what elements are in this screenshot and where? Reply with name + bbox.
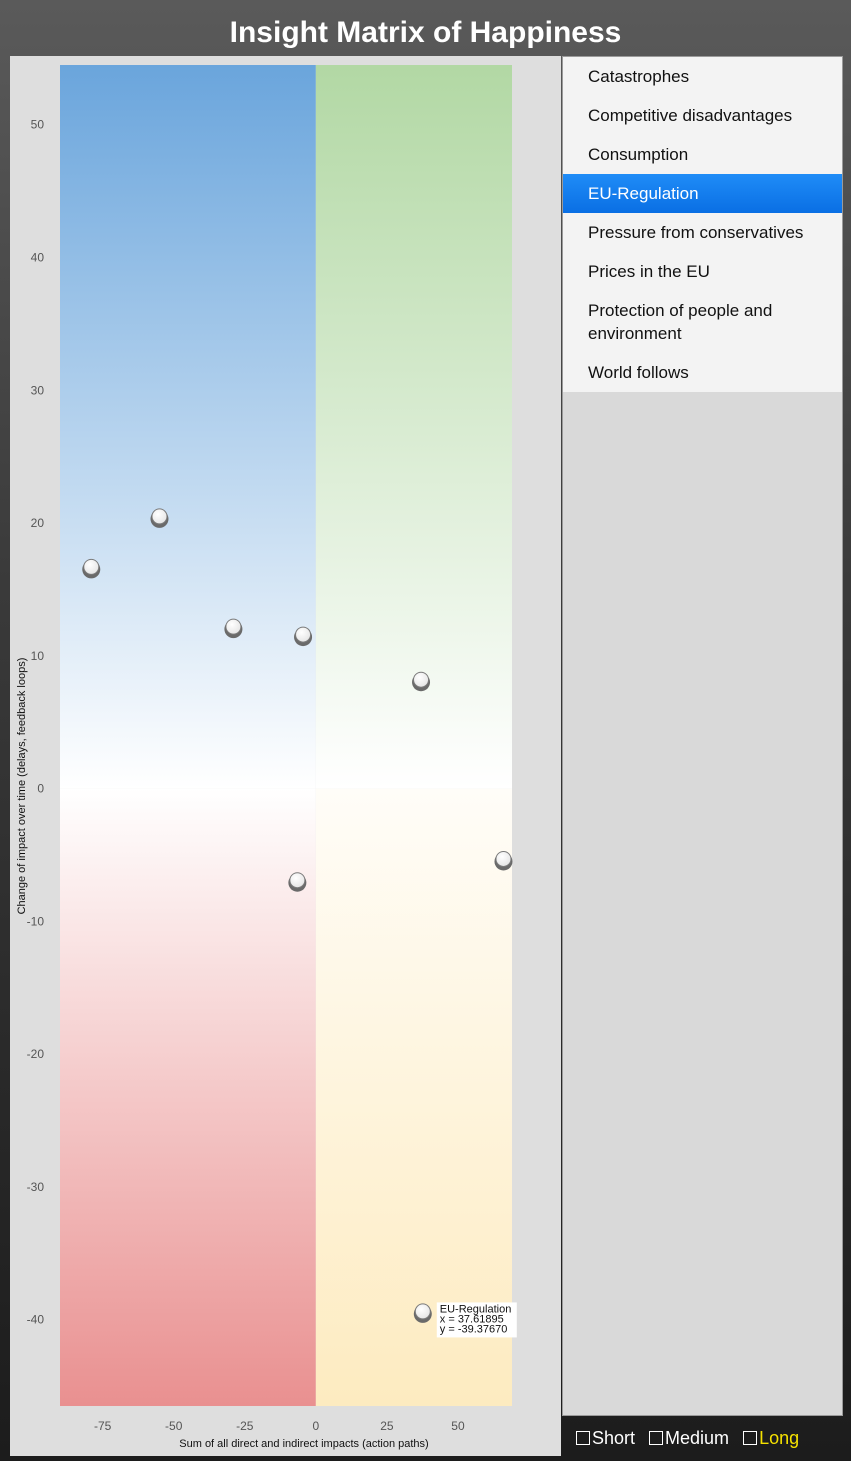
point-tooltip-line: EU-Regulation	[440, 1303, 512, 1315]
checkbox[interactable]	[649, 1431, 664, 1445]
x-tick-label: -50	[165, 1419, 183, 1433]
scatter-chart: 50 40 30 20 10 0 -10 -20 -30 -40 -75 -50 -25 0 25 50 E…	[10, 56, 561, 1456]
horizon-option-medium[interactable]: Medium	[649, 1428, 729, 1449]
y-tick-label: -30	[27, 1180, 45, 1194]
horizon-option-long[interactable]: Long	[743, 1428, 799, 1449]
data-point[interactable]	[288, 872, 307, 892]
x-tick-label: 0	[313, 1419, 320, 1433]
point-tooltip-line: y = -39.37670	[440, 1323, 508, 1335]
y-tick-label: 10	[31, 649, 45, 663]
quadrant-bottom-left	[60, 788, 316, 1406]
chart-svg: 50 40 30 20 10 0 -10 -20 -30 -40 -75 -50 -25 0 25 50 E…	[16, 65, 517, 1450]
data-point-marker	[151, 508, 168, 525]
y-tick-label: -20	[27, 1047, 45, 1061]
x-tick-label: -25	[236, 1419, 254, 1433]
page-title: Insight Matrix of Happiness	[229, 16, 622, 49]
x-tick-label: 50	[451, 1419, 465, 1433]
data-point-marker	[225, 618, 242, 635]
data-point-marker	[413, 671, 430, 688]
list-item[interactable]: World follows	[588, 363, 689, 382]
data-point-marker	[495, 850, 512, 867]
data-point-marker	[289, 872, 306, 889]
horizon-option-label: Long	[759, 1427, 800, 1448]
list-item[interactable]: Protection of people and environment	[588, 301, 773, 343]
item-list: Catastrophes Competitive disadvantages Con…	[563, 57, 842, 392]
y-tick-label: 50	[31, 118, 45, 132]
checkbox[interactable]	[576, 1431, 590, 1445]
list-item[interactable]: EU-Regulation	[563, 174, 842, 213]
checkbox[interactable]	[743, 1431, 758, 1445]
y-tick-label: 40	[31, 251, 45, 265]
quadrant-top-right	[315, 65, 512, 789]
y-tick-label: 0	[37, 782, 44, 796]
list-item[interactable]: Catastrophes	[588, 67, 690, 86]
horizon-option-label: Medium	[665, 1427, 730, 1448]
data-point[interactable]	[294, 626, 313, 647]
time-horizon-selector: Short Medium Long	[562, 1418, 843, 1458]
point-tooltip-bg	[436, 1302, 517, 1338]
y-axis-label: Change of impact over time (delays, feed…	[16, 658, 28, 915]
horizon-option-label: Short	[592, 1427, 636, 1448]
data-point[interactable]	[494, 850, 513, 871]
data-point[interactable]	[412, 671, 431, 692]
quadrant-top-left	[60, 65, 316, 789]
data-point-marker	[83, 558, 100, 575]
x-axis-label: Sum of all direct and indirect impacts (…	[179, 1438, 428, 1450]
x-tick-label: -75	[94, 1419, 112, 1433]
data-point-marker	[295, 626, 312, 643]
list-item[interactable]: Consumption	[588, 145, 689, 164]
list-item[interactable]: Prices in the EU	[588, 262, 710, 281]
item-list-panel[interactable]: Catastrophes Competitive disadvantages Con…	[562, 56, 843, 1416]
list-item[interactable]: Pressure from conservatives	[588, 223, 804, 242]
y-tick-label: -10	[27, 914, 45, 928]
data-point[interactable]	[150, 508, 169, 528]
horizon-option-short[interactable]: Short	[576, 1428, 635, 1449]
y-tick-label: -40	[27, 1313, 45, 1327]
data-point-marker	[414, 1303, 431, 1320]
y-tick-label: 20	[31, 516, 45, 530]
data-point[interactable]	[224, 618, 243, 639]
y-tick-label: 30	[31, 383, 45, 397]
x-tick-label: 25	[380, 1419, 394, 1433]
point-tooltip-line: x = 37.61895	[440, 1313, 504, 1325]
list-item[interactable]: Competitive disadvantages	[588, 106, 793, 125]
data-point[interactable]	[82, 558, 101, 579]
